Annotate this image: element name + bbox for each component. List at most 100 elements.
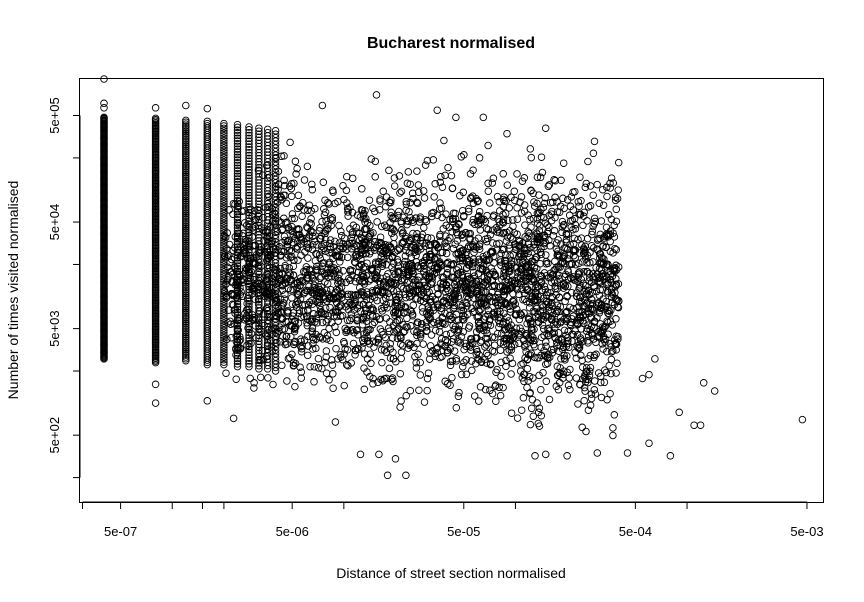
data-point — [484, 179, 492, 188]
data-point — [544, 313, 552, 321]
data-point — [520, 201, 529, 209]
data-point — [182, 181, 190, 190]
data-point — [252, 315, 260, 323]
data-point — [595, 291, 604, 300]
y-tick-label: 5e+04 — [47, 204, 62, 241]
data-point — [182, 157, 190, 166]
data-point — [257, 223, 266, 232]
data-point — [245, 357, 253, 365]
data-point — [360, 330, 368, 338]
data-point — [182, 122, 190, 130]
data-point — [255, 142, 263, 151]
data-point — [573, 304, 581, 312]
data-point — [350, 328, 358, 337]
data-point — [603, 192, 611, 201]
data-point — [607, 355, 616, 364]
data-point — [535, 404, 544, 412]
data-point — [458, 279, 467, 287]
data-point — [258, 281, 266, 290]
data-point — [590, 351, 599, 360]
data-point — [182, 271, 190, 279]
data-point — [182, 127, 190, 136]
data-point — [578, 356, 586, 365]
data-point — [409, 229, 417, 238]
data-point — [260, 247, 269, 256]
data-point — [292, 244, 300, 252]
data-point — [376, 314, 385, 323]
data-point — [318, 101, 327, 110]
data-point — [182, 219, 190, 227]
data-point — [554, 247, 562, 255]
data-point — [303, 351, 312, 360]
data-point — [595, 278, 604, 287]
data-point — [182, 124, 190, 132]
data-point — [385, 166, 393, 175]
data-point — [609, 347, 617, 355]
data-point — [182, 278, 190, 287]
data-point — [245, 148, 253, 157]
data-point — [438, 183, 447, 191]
data-point — [535, 353, 543, 362]
data-point — [503, 348, 511, 356]
data-point — [558, 223, 567, 231]
data-point — [564, 327, 572, 336]
data-point — [335, 251, 343, 260]
data-point — [182, 332, 190, 341]
data-point — [396, 403, 404, 411]
data-point — [500, 300, 509, 308]
data-point — [397, 348, 406, 356]
data-point — [410, 343, 418, 352]
data-point — [551, 193, 559, 202]
data-point — [390, 174, 399, 182]
data-point — [479, 326, 488, 335]
data-point — [558, 228, 566, 237]
data-point — [308, 300, 317, 308]
data-point — [290, 214, 299, 223]
data-point — [343, 204, 352, 213]
data-point — [591, 390, 600, 398]
data-point — [404, 277, 413, 285]
data-point — [541, 285, 550, 294]
data-point — [530, 240, 538, 249]
data-point — [281, 264, 289, 272]
data-point — [546, 242, 554, 250]
data-point — [500, 229, 508, 237]
data-point — [454, 220, 463, 228]
data-point — [385, 293, 394, 301]
data-point — [151, 399, 160, 407]
data-point — [524, 263, 533, 272]
data-point — [182, 176, 190, 184]
data-point — [321, 358, 329, 367]
data-point — [587, 330, 596, 338]
data-point — [182, 338, 190, 346]
data-point — [519, 394, 528, 402]
data-point — [268, 210, 277, 218]
data-point — [575, 343, 584, 352]
data-point — [297, 251, 305, 260]
data-point — [518, 177, 527, 185]
data-point — [395, 309, 403, 317]
data-point — [390, 233, 398, 242]
data-point — [433, 106, 441, 114]
data-point — [498, 275, 506, 284]
data-point — [182, 256, 190, 264]
data-point — [563, 339, 572, 348]
data-point — [100, 113, 108, 122]
data-point — [604, 280, 612, 289]
data-point — [666, 452, 675, 460]
data-point — [443, 243, 451, 252]
data-point — [522, 262, 531, 271]
data-point — [182, 209, 190, 218]
data-point — [521, 295, 529, 303]
data-point — [386, 243, 395, 251]
data-point — [328, 216, 337, 224]
data-point — [250, 285, 258, 294]
data-point — [297, 368, 306, 376]
data-point — [255, 324, 263, 333]
data-point — [406, 198, 414, 207]
data-point — [328, 186, 337, 195]
data-point — [278, 286, 287, 294]
data-point — [268, 274, 276, 283]
data-point — [317, 232, 326, 240]
data-point — [233, 267, 241, 275]
